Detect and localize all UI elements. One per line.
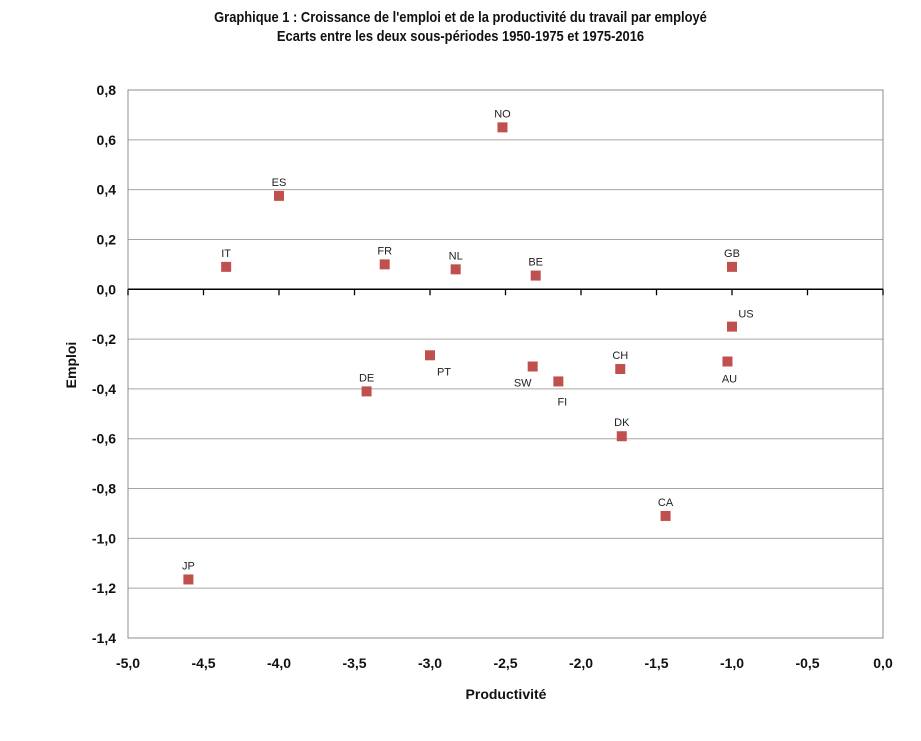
y-tick-label: 0,6 <box>97 132 117 148</box>
chart-title: Graphique 1 : Croissance de l'emploi et … <box>0 8 921 46</box>
data-point-marker <box>553 376 564 387</box>
chart-subtitle: Ecarts entre les deux sous-périodes 1950… <box>276 28 645 45</box>
y-tick-label: -1,0 <box>92 530 116 546</box>
data-point-label: AU <box>722 374 737 386</box>
data-point-label: FR <box>377 245 392 257</box>
x-tick-label: -0,5 <box>795 655 819 671</box>
data-point-label: DK <box>614 417 630 429</box>
axes <box>127 89 884 639</box>
data-point-label: CA <box>658 497 674 509</box>
data-point-label: DE <box>359 372 374 384</box>
x-tick-label: -4,0 <box>267 655 291 671</box>
x-axis-label: Productivité <box>466 686 547 702</box>
chart-title-line1: Graphique 1 : Croissance de l'emploi et … <box>214 9 707 26</box>
x-tick-label: -3,5 <box>342 655 366 671</box>
x-tick-label: -4,5 <box>191 655 215 671</box>
data-point-marker <box>527 361 538 372</box>
y-tick-label: 0,8 <box>97 82 117 98</box>
x-tick-label: -1,0 <box>720 655 744 671</box>
data-point-marker <box>727 261 737 272</box>
data-point-label: NL <box>449 250 463 262</box>
data-point-marker <box>660 510 671 521</box>
data-point-label: US <box>738 309 753 321</box>
data-point-label: BE <box>528 257 543 269</box>
data-point-marker <box>530 270 541 281</box>
y-tick-label: -0,8 <box>92 481 116 497</box>
data-point-label: FI <box>557 396 567 408</box>
x-tick-label: -2,0 <box>569 655 593 671</box>
data-point-label: GB <box>724 248 740 260</box>
y-tick-label: -0,4 <box>92 381 116 397</box>
data-point-label: CH <box>612 350 628 362</box>
y-tick-label: 0,4 <box>97 182 117 198</box>
data-point-marker <box>379 259 390 270</box>
data-points: NO ES IT FR NL BE GB US AU PT SW FI CH DE DK CA JP <box>182 108 754 585</box>
data-point-marker <box>615 363 626 374</box>
data-point-label: NO <box>494 108 511 120</box>
data-point-marker <box>727 321 737 332</box>
data-point-label: JP <box>182 560 195 572</box>
grid-lines <box>128 89 883 639</box>
data-point-marker <box>425 350 435 361</box>
x-tick-labels: -5,0 -4,5 -4,0 -3,5 -3,0 -2,5 -2,0 -1,5 -1,0 -0,5… <box>116 655 893 671</box>
data-point-marker <box>450 264 461 275</box>
y-tick-labels: 0,8 0,6 0,4 0,2 0,0 -0,2 -0,4 -0,6 -0,8 -1,0 -1,2 -… <box>92 82 116 646</box>
y-tick-label: -0,2 <box>92 331 116 347</box>
plot-border <box>127 89 884 639</box>
data-point-marker <box>722 356 733 367</box>
data-point-marker <box>274 190 284 201</box>
data-point-marker <box>183 574 194 585</box>
x-tick-label: 0,0 <box>873 655 893 671</box>
data-point-marker <box>221 261 232 272</box>
data-point-label: SW <box>514 377 532 389</box>
x-tick-label: -1,5 <box>644 655 668 671</box>
y-tick-label: -1,2 <box>92 580 116 596</box>
y-tick-label: 0,0 <box>97 281 117 297</box>
y-axis-label: Emploi <box>63 342 79 389</box>
x-tick-label: -5,0 <box>116 655 140 671</box>
data-point-label: ES <box>272 177 287 189</box>
y-tick-label: 0,2 <box>97 231 117 247</box>
data-point-marker <box>497 122 508 133</box>
data-point-label: PT <box>437 366 451 378</box>
y-tick-label: -0,6 <box>92 431 116 447</box>
data-point-marker <box>361 386 372 397</box>
x-tick-label: -2,5 <box>493 655 517 671</box>
x-tick-label: -3,0 <box>418 655 442 671</box>
data-point-label: IT <box>221 248 231 260</box>
y-tick-label: -1,4 <box>92 630 116 646</box>
data-point-marker <box>616 431 627 442</box>
